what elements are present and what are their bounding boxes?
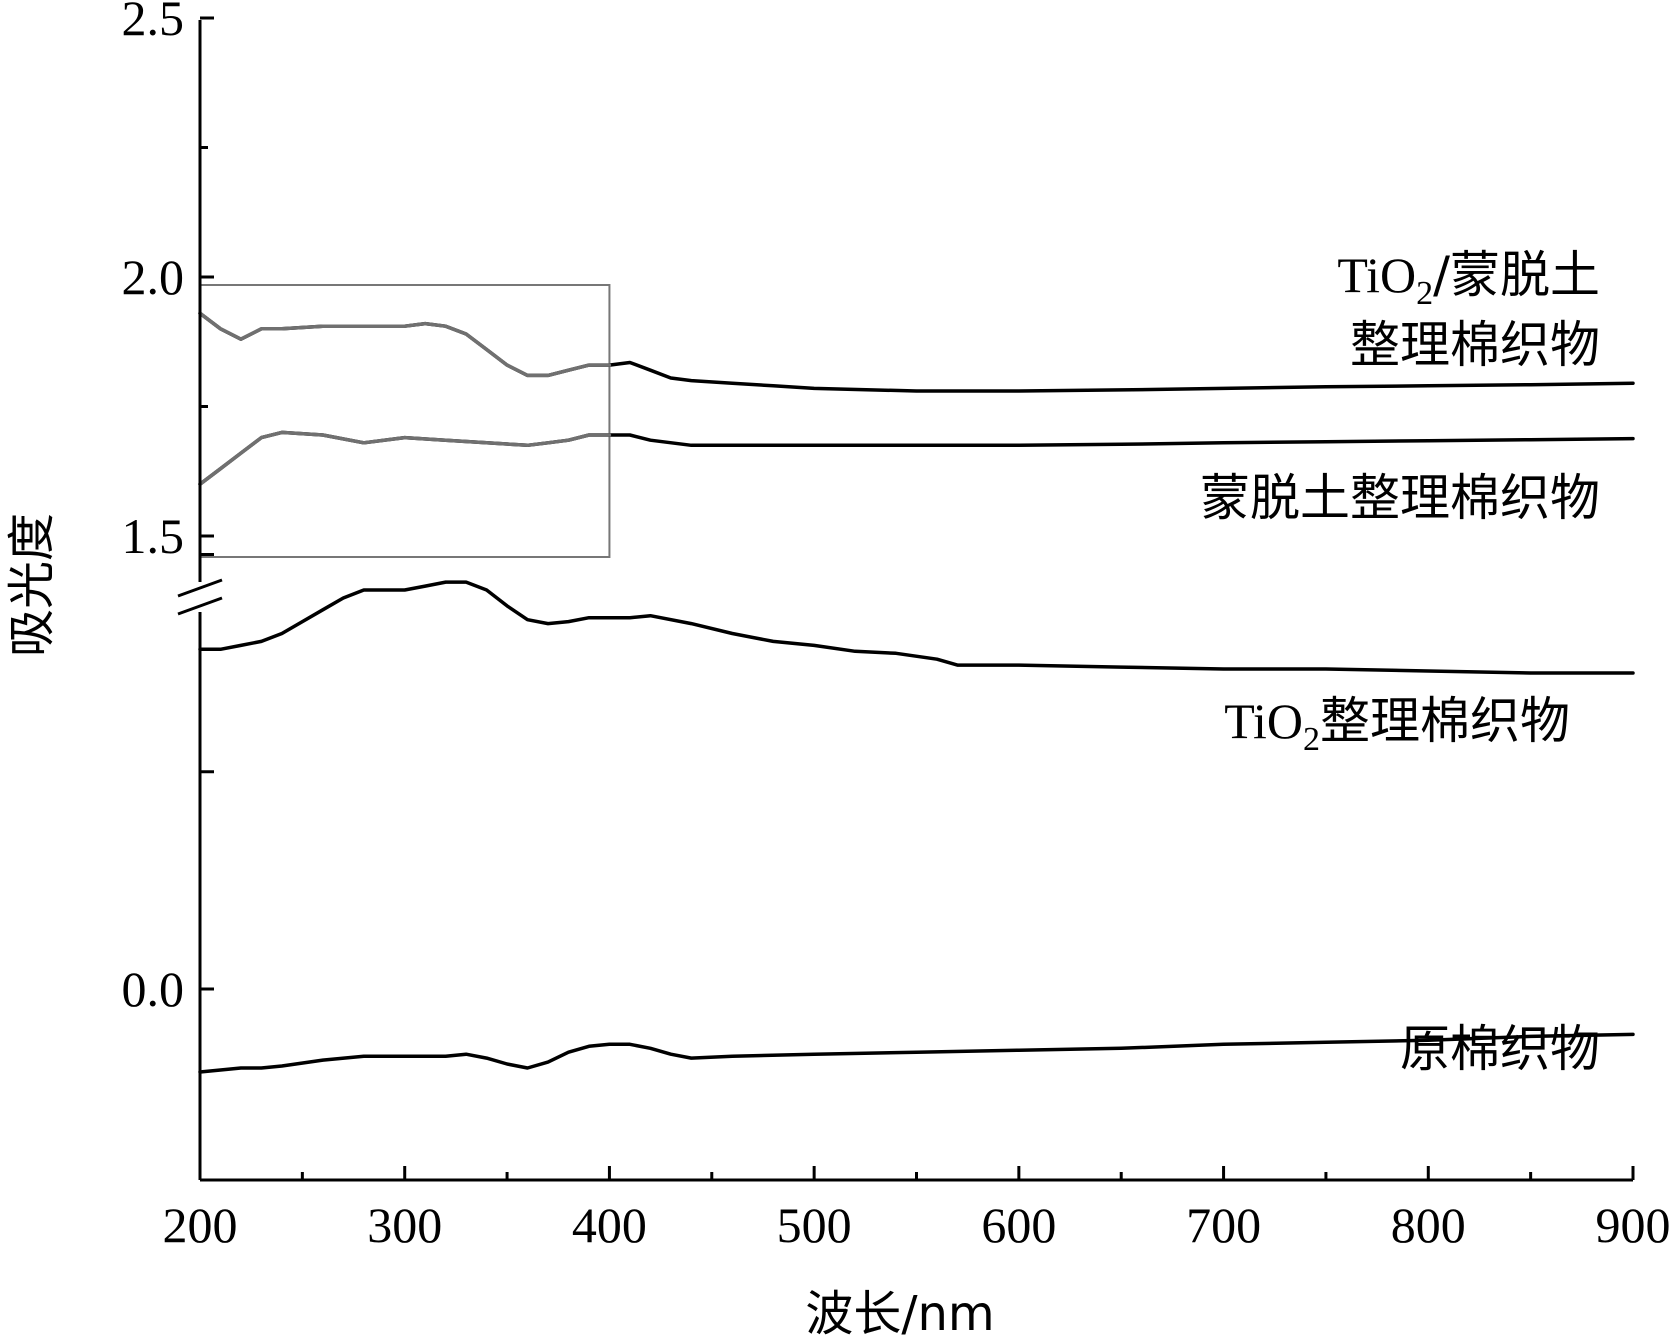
x-tick-label: 500 (777, 1197, 852, 1253)
axis-break-mark (177, 596, 223, 616)
x-tick-label: 300 (367, 1197, 442, 1253)
series-line-2-zoomed (198, 430, 612, 486)
x-tick-label: 800 (1391, 1197, 1466, 1253)
series-label-2: 蒙脱土整理棉织物 (1200, 469, 1600, 527)
y-tick-label: 2.0 (122, 249, 185, 305)
y-tick-label: 0.0 (122, 961, 185, 1017)
y-tick-label: 2.5 (122, 0, 185, 46)
x-tick-label: 600 (981, 1197, 1056, 1253)
series-label-1: TiO2/蒙脱土 (1337, 246, 1600, 312)
x-tick-label: 900 (1596, 1197, 1671, 1253)
series-line-3 (198, 580, 1635, 675)
x-tick-label: 700 (1186, 1197, 1261, 1253)
series-line-4 (198, 1032, 1635, 1074)
y-tick-label: 1.5 (122, 508, 185, 564)
y-axis-title: 吸光度 (4, 513, 60, 657)
series-label-4: 原棉织物 (1400, 1020, 1600, 1078)
series-label-3: TiO2整理棉织物 (1224, 692, 1570, 758)
axis-break-mark (177, 578, 223, 598)
series-line-1-zoomed (198, 311, 612, 378)
x-axis-title: 波长/nm (805, 1286, 994, 1337)
series-label-1: 整理棉织物 (1350, 316, 1600, 374)
x-tick-label: 400 (572, 1197, 647, 1253)
x-tick-label: 200 (163, 1197, 238, 1253)
